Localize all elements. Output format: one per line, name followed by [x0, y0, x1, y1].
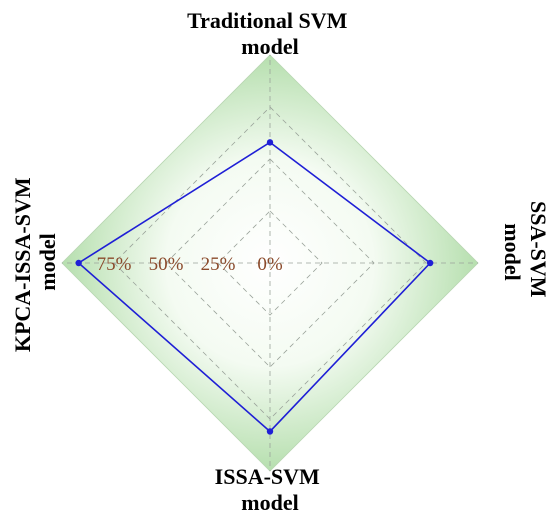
- axis-label-top-line2: model: [241, 34, 298, 59]
- axis-label-right-line2: model: [500, 223, 525, 280]
- tick-label-0: 0%: [257, 254, 283, 275]
- data-point-kpca-issa-svm: [75, 259, 82, 267]
- axis-label-bottom-line1: ISSA-SVM: [215, 464, 320, 489]
- axis-label-top-line1: Traditional SVM: [187, 8, 348, 33]
- axis-label-left-line1: KPCA-ISSA-SVM: [10, 177, 35, 352]
- tick-label-75: 75%: [97, 254, 132, 275]
- radar-axes: [62, 55, 478, 471]
- grid-ring-50: [165, 158, 375, 368]
- axis-label-bottom: ISSA-SVM model: [215, 464, 326, 515]
- tick-label-25: 25%: [201, 254, 236, 275]
- axis-label-top: Traditional SVM model: [187, 8, 353, 59]
- series-group: [75, 139, 434, 435]
- axis-label-bottom-line2: model: [241, 490, 298, 515]
- axis-label-right-line1: SSA-SVM: [526, 201, 550, 298]
- data-point-traditional-svm: [266, 139, 274, 146]
- tick-labels: 75% 50% 25% 0%: [97, 254, 283, 275]
- data-point-issa-svm: [266, 428, 274, 435]
- data-point-ssa-svm: [426, 259, 434, 267]
- tick-label-50: 50%: [149, 254, 184, 275]
- axis-label-left-line2: model: [35, 233, 60, 290]
- grid-ring-25: [217, 210, 323, 316]
- axis-label-left: KPCA-ISSA-SVM model: [10, 172, 60, 352]
- axis-label-right: SSA-SVM model: [500, 201, 550, 303]
